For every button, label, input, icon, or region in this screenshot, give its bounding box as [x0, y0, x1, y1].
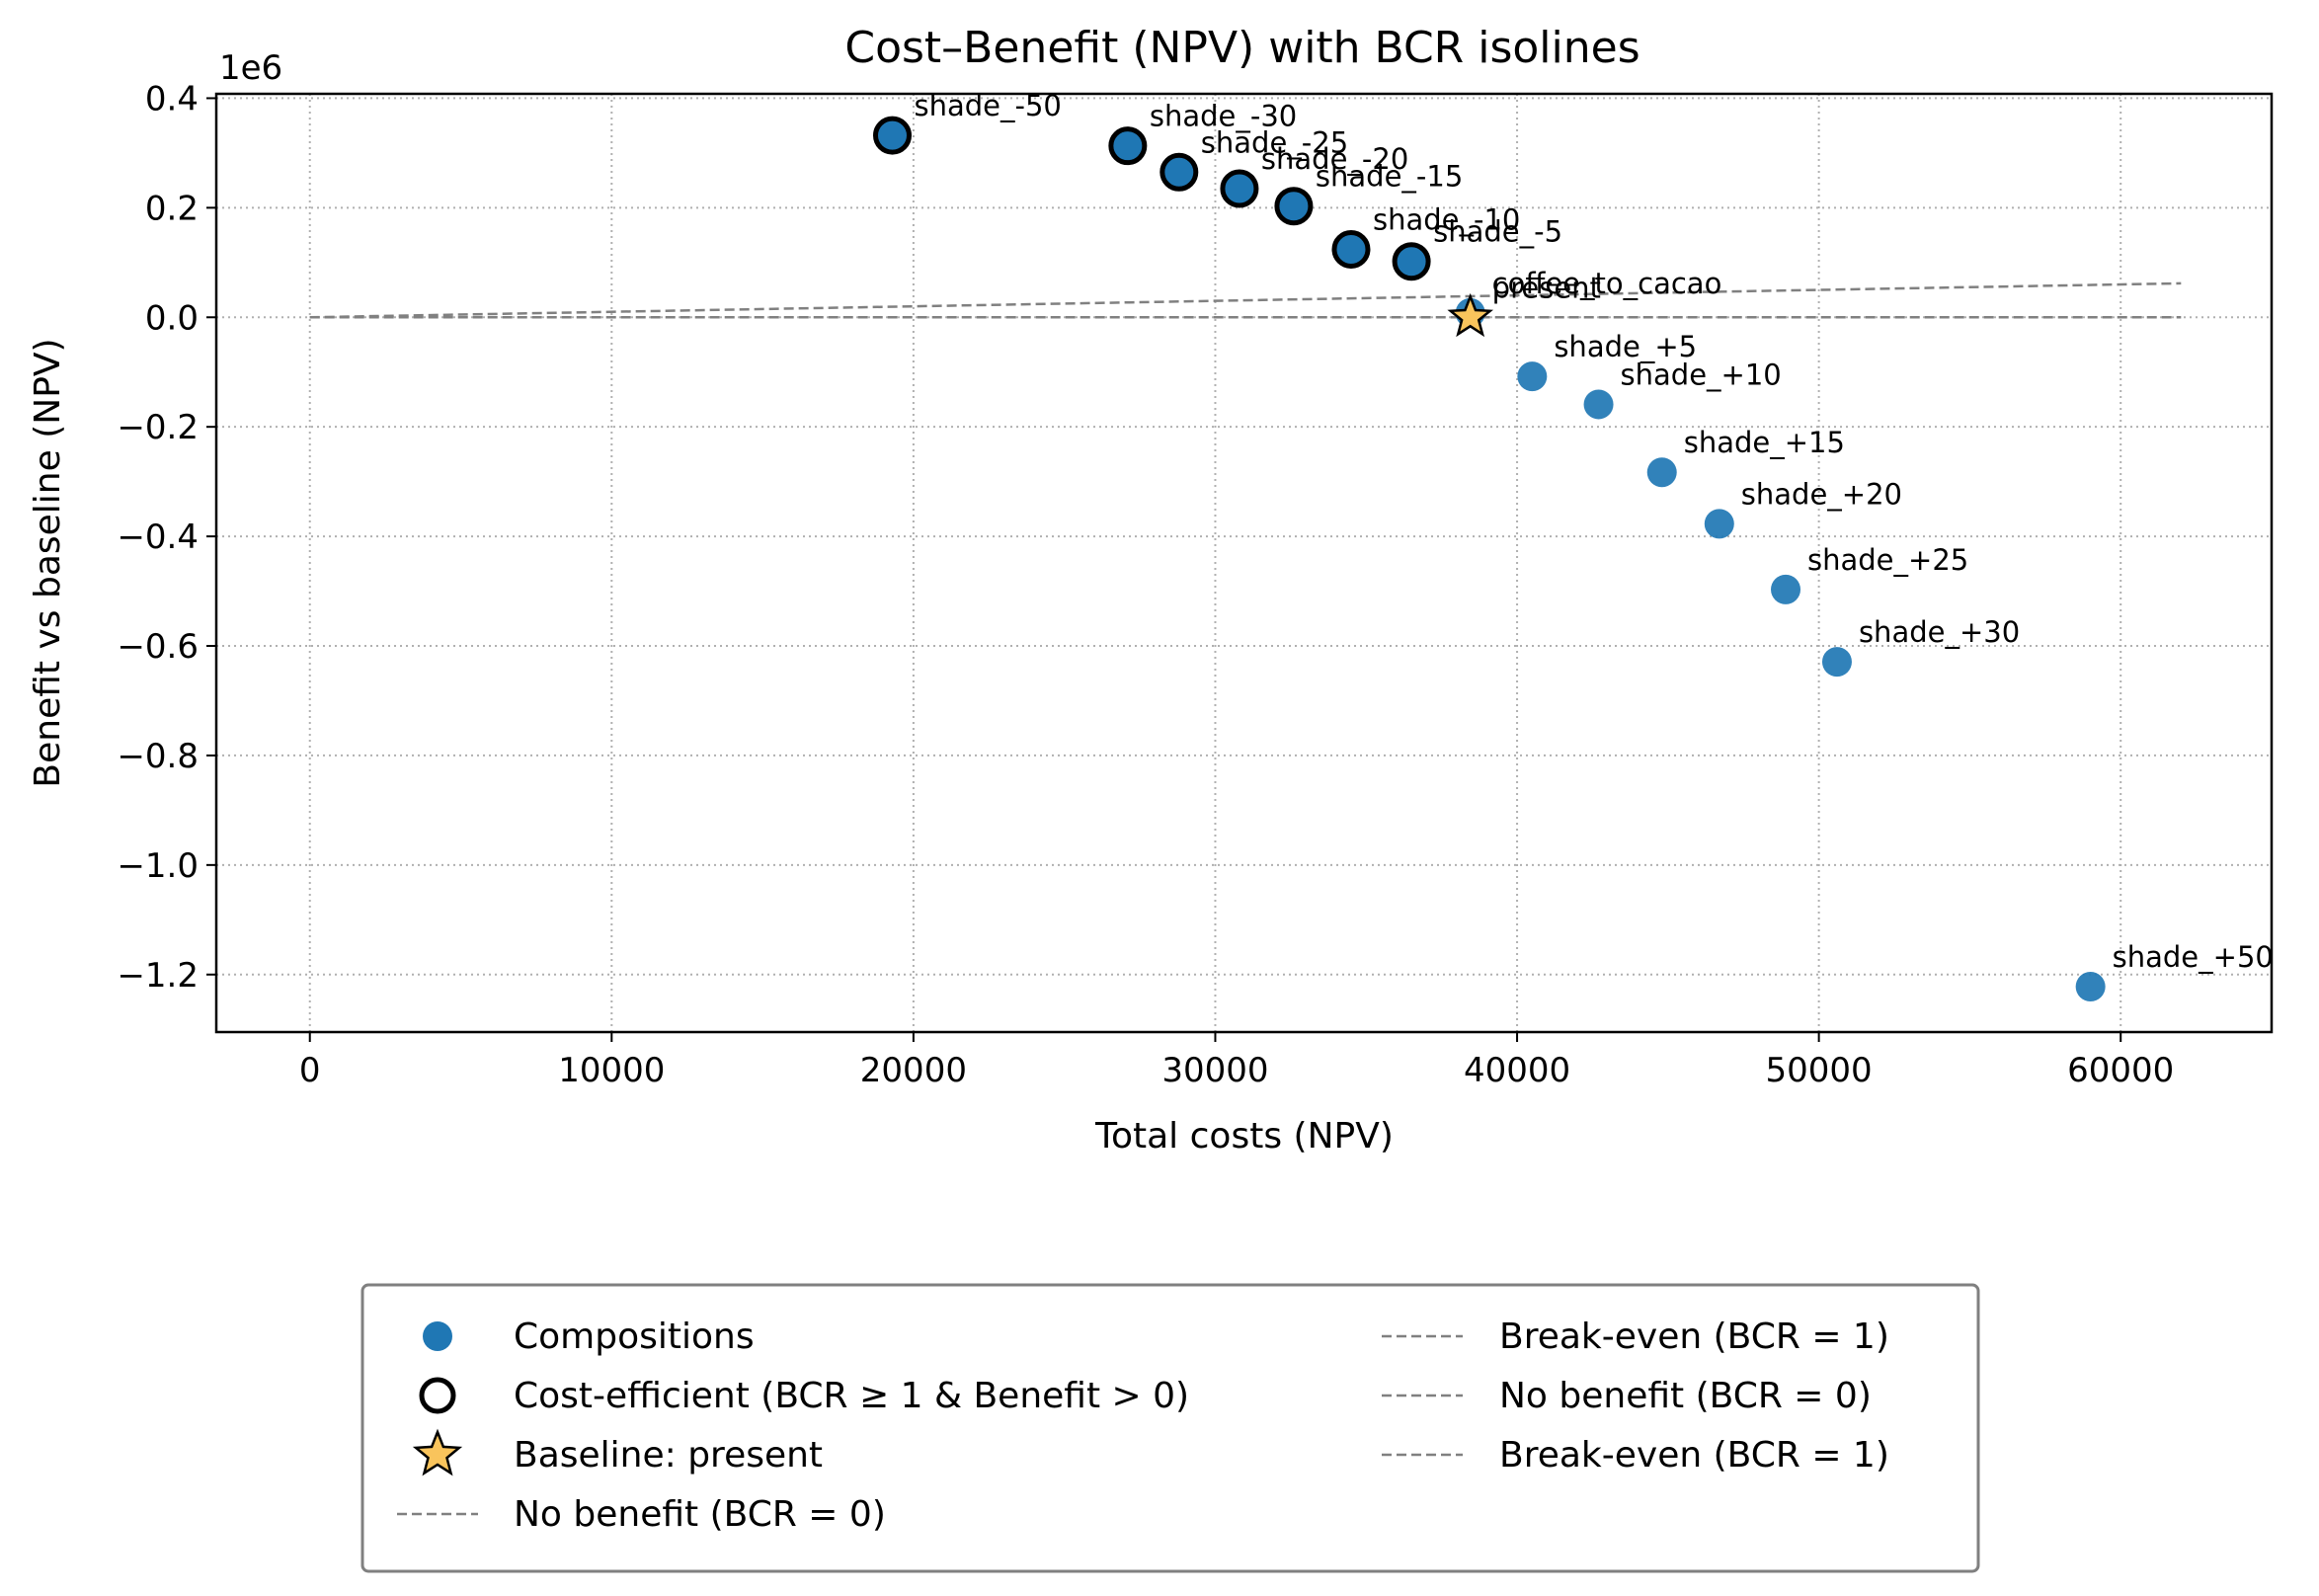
point-shade_-25	[1160, 152, 1199, 192]
y-tick-label: −0.4	[117, 518, 199, 557]
baseline-star	[1447, 292, 1494, 338]
x-tick-label: 0	[299, 1051, 321, 1090]
y-tick-label: 0.2	[145, 189, 199, 228]
point-shade_+5	[1517, 361, 1548, 392]
x-tick-label: 10000	[558, 1051, 665, 1090]
point-label: shade_+25	[1807, 543, 1968, 577]
y-tick-label: −0.8	[117, 737, 199, 776]
x-tick-label: 20000	[860, 1051, 967, 1090]
x-axis-ticks: 0 10000 20000 30000 40000 50000 60000	[299, 1032, 2174, 1090]
x-tick-label: 30000	[1161, 1051, 1268, 1090]
legend-marker-star	[412, 1428, 463, 1476]
point-label: shade_+20	[1741, 477, 1902, 511]
point-label: shade_-5	[1433, 215, 1562, 249]
point-label: shade_-25	[1201, 125, 1348, 159]
legend-label: No benefit (BCR = 0)	[514, 1494, 886, 1535]
point-shade_+25	[1771, 574, 1801, 604]
y-tick-label: 0.0	[145, 298, 199, 338]
x-tick-label: 40000	[1464, 1051, 1570, 1090]
x-tick-label: 50000	[1766, 1051, 1873, 1090]
point-shade_+50	[2075, 971, 2106, 1001]
point-label: shade_+5	[1554, 330, 1697, 363]
chart-title: Cost–Benefit (NPV) with BCR isolines	[844, 23, 1639, 73]
point-label: shade_+30	[1859, 615, 2020, 649]
isolines	[309, 281, 2182, 319]
point-shade_+30	[1821, 647, 1852, 678]
point-shade_+10	[1583, 389, 1614, 420]
y-tick-label: −1.0	[117, 846, 199, 886]
data-points	[872, 116, 2106, 1001]
legend-label: Break-even (BCR = 1)	[1499, 1435, 1889, 1476]
point-label: shade_-10	[1373, 203, 1520, 237]
point-label: coffee_to_cacao	[1492, 267, 1722, 300]
y-axis-offset-label: 1e6	[219, 48, 282, 88]
legend: Compositions Cost-efficient (BCR ≥ 1 & Be…	[360, 1283, 1980, 1573]
legend-label: Break-even (BCR = 1)	[1499, 1317, 1889, 1357]
legend-marker-dot	[423, 1321, 452, 1351]
point-label: shade_-20	[1261, 142, 1408, 176]
y-tick-label: −1.2	[117, 956, 199, 996]
point-label: shade_+50	[2113, 940, 2274, 974]
point-shade_-20	[1220, 169, 1259, 208]
point-shade_-15	[1274, 187, 1314, 226]
point-shade_+20	[1704, 509, 1734, 539]
legend-label: Baseline: present	[514, 1435, 823, 1476]
point-labels: shade_-50 shade_-30shade_-25shade_-20shad…	[914, 89, 2273, 974]
point-label: present	[1492, 271, 1601, 304]
point-label: shade_-30	[1150, 100, 1297, 133]
x-tick-label: 60000	[2067, 1051, 2174, 1090]
legend-label: Cost-efficient (BCR ≥ 1 & Benefit > 0)	[514, 1376, 1189, 1416]
point-shade_-50	[872, 116, 912, 155]
legend-label: No benefit (BCR = 0)	[1499, 1376, 1872, 1416]
plot-area-frame	[214, 92, 2274, 1034]
legend-marker-ring	[419, 1377, 456, 1414]
y-axis-ticks: 0.4 0.2 0.0 −0.2 −0.4 −0.6 −0.8 −1.0 −1.2	[117, 79, 216, 996]
y-tick-label: 0.4	[145, 79, 199, 119]
legend-label: Compositions	[514, 1317, 755, 1357]
y-axis-label: Benefit vs baseline (NPV)	[28, 338, 68, 787]
point-shade_-5	[1392, 242, 1431, 281]
legend-box	[360, 1283, 1980, 1573]
y-tick-label: −0.6	[117, 627, 199, 667]
isoline-break-even	[309, 281, 2182, 319]
x-axis-label: Total costs (NPV)	[1094, 1116, 1394, 1157]
point-shade_-10	[1331, 230, 1371, 270]
point-shade_-30	[1108, 126, 1148, 166]
point-shade_+15	[1646, 457, 1677, 488]
point-label: shade_-15	[1316, 160, 1463, 194]
point-label: shade_+15	[1684, 426, 1845, 459]
y-tick-label: −0.2	[117, 408, 199, 447]
point-label: shade_+10	[1621, 358, 1782, 391]
